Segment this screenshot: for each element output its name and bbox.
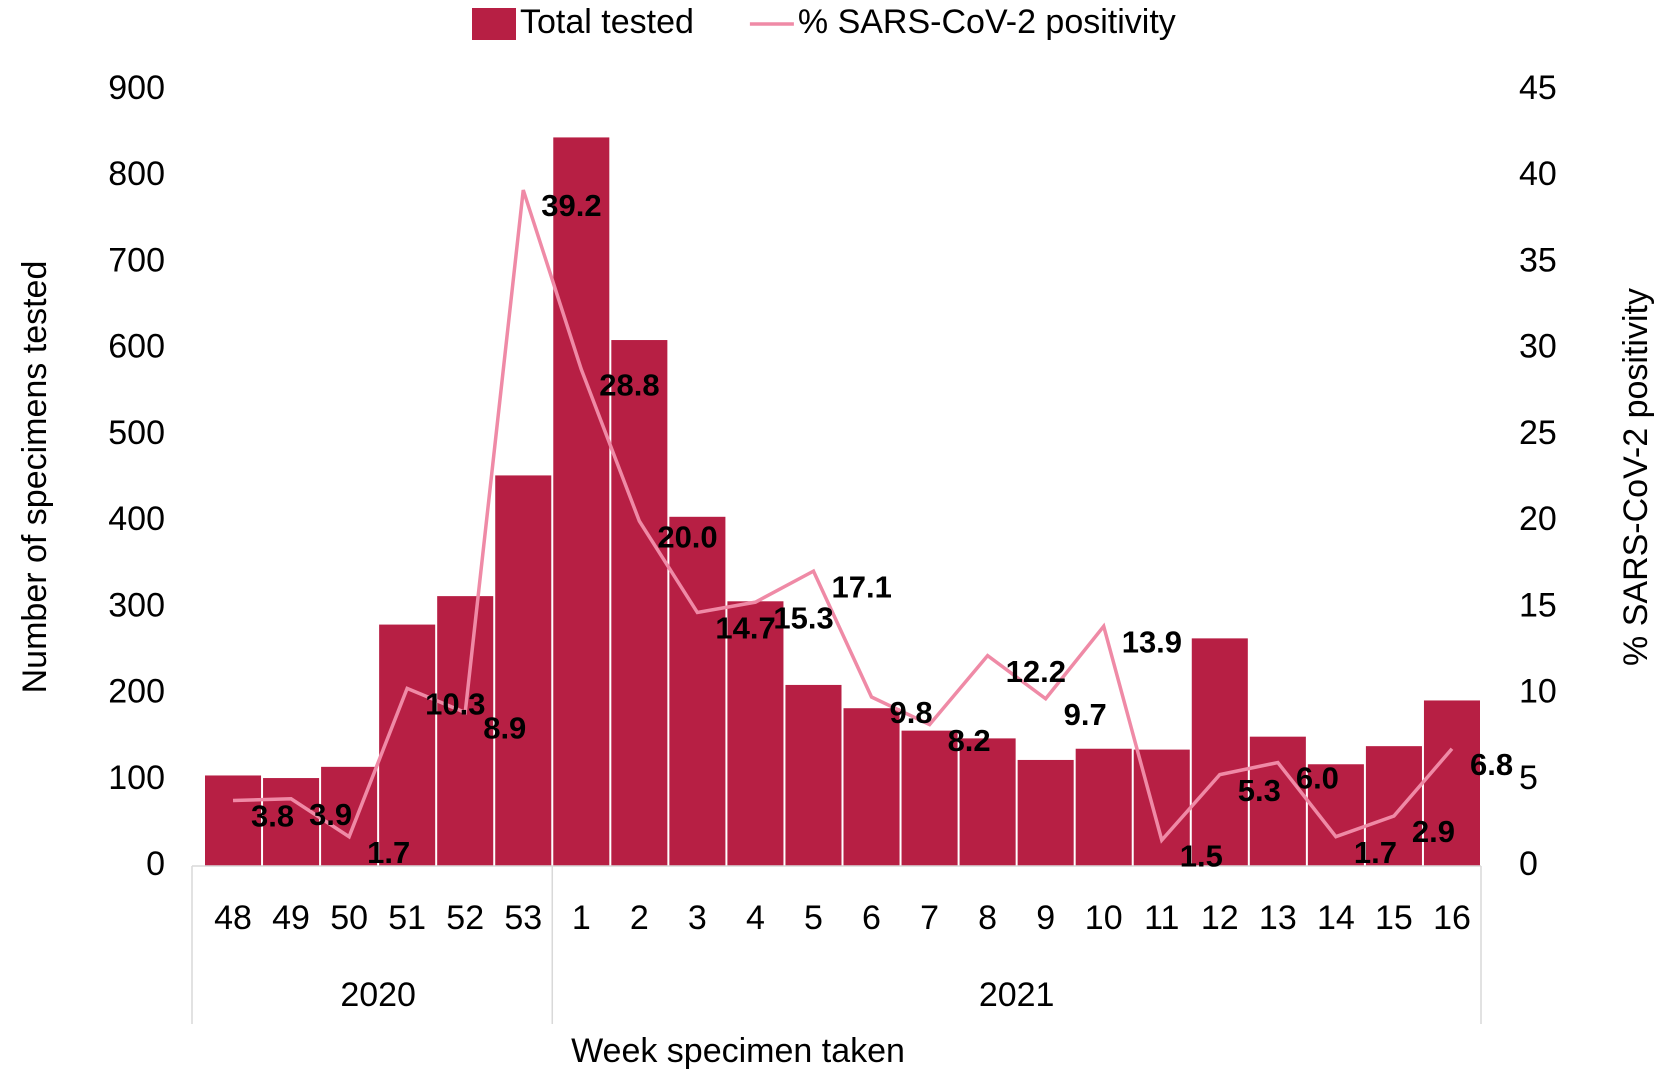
y-tick-label: 0 xyxy=(146,845,165,883)
data-label: 17.1 xyxy=(831,569,891,604)
bar xyxy=(843,708,900,866)
data-label: 3.8 xyxy=(251,799,294,834)
x-axis-title: Week specimen taken xyxy=(571,1032,905,1070)
y2-tick-label: 0 xyxy=(1519,845,1538,883)
x-tick-label: 11 xyxy=(1144,899,1179,937)
bar xyxy=(1017,759,1074,866)
data-label: 6.0 xyxy=(1296,761,1339,796)
y-tick-label: 300 xyxy=(108,586,165,624)
y2-tick-label: 10 xyxy=(1519,673,1557,711)
data-label: 13.9 xyxy=(1122,624,1182,659)
x-tick-label: 50 xyxy=(330,899,368,937)
data-label: 15.3 xyxy=(773,600,833,635)
line xyxy=(232,189,1454,844)
x-tick-label: 49 xyxy=(272,899,310,937)
x-tick-label: 2 xyxy=(630,899,649,937)
bar xyxy=(437,596,494,866)
y2-tick-label: 40 xyxy=(1519,155,1557,193)
y2-axis-title: % SARS-CoV-2 positivity xyxy=(1617,288,1655,666)
data-label: 9.7 xyxy=(1064,697,1107,732)
data-label: 10.3 xyxy=(425,687,485,722)
x-tick-label: 15 xyxy=(1375,899,1413,937)
y2-tick-label: 45 xyxy=(1519,69,1557,107)
bar xyxy=(1075,748,1132,866)
x-tick-label: 8 xyxy=(978,899,997,937)
x-tick-label: 6 xyxy=(862,899,881,937)
bar xyxy=(611,340,668,866)
data-label: 1.5 xyxy=(1180,838,1223,873)
bar xyxy=(1423,700,1480,866)
x-tick-label: 13 xyxy=(1259,899,1297,937)
bar xyxy=(901,730,958,866)
data-label: 28.8 xyxy=(599,368,659,403)
legend-swatch xyxy=(472,8,516,40)
data-label: 8.9 xyxy=(483,711,526,746)
x-tick-label: 10 xyxy=(1085,899,1123,937)
y-tick-label: 100 xyxy=(108,759,165,797)
bar xyxy=(959,738,1016,866)
y2-tick-label: 25 xyxy=(1519,414,1557,452)
data-label: 20.0 xyxy=(657,519,717,554)
x-tick-label: 7 xyxy=(920,899,939,937)
bar xyxy=(495,475,552,866)
y-axis-title: Number of specimens tested xyxy=(16,261,54,694)
x-tick-label: 4 xyxy=(746,899,765,937)
y-tick-label: 900 xyxy=(108,69,165,107)
x-tick-label: 12 xyxy=(1201,899,1239,937)
group-label: 2020 xyxy=(340,976,416,1014)
y2-tick-label: 20 xyxy=(1519,500,1557,538)
y2-tick-label: 35 xyxy=(1519,241,1557,279)
x-tick-label: 14 xyxy=(1317,899,1355,937)
data-label: 2.9 xyxy=(1412,814,1455,849)
data-label: 1.7 xyxy=(367,835,410,870)
data-label: 8.2 xyxy=(948,723,991,758)
bar xyxy=(727,601,784,866)
bar xyxy=(263,778,320,866)
legend-label: % SARS-CoV-2 positivity xyxy=(798,3,1176,41)
legend-label: Total tested xyxy=(520,3,694,41)
y-tick-label: 700 xyxy=(108,241,165,279)
y-tick-label: 400 xyxy=(108,500,165,538)
y-tick-label: 600 xyxy=(108,328,165,366)
y-tick-label: 200 xyxy=(108,673,165,711)
data-label: 39.2 xyxy=(541,188,601,223)
x-tick-label: 52 xyxy=(446,899,484,937)
data-label: 14.7 xyxy=(715,611,775,646)
bar xyxy=(785,684,842,866)
data-label: 3.9 xyxy=(309,797,352,832)
y2-tick-label: 15 xyxy=(1519,586,1557,624)
x-tick-label: 53 xyxy=(504,899,542,937)
bar xyxy=(669,516,726,866)
data-label: 9.8 xyxy=(890,695,933,730)
x-tick-label: 51 xyxy=(388,899,426,937)
bar xyxy=(379,624,436,866)
y-tick-label: 500 xyxy=(108,414,165,452)
bar xyxy=(205,775,262,866)
data-label: 5.3 xyxy=(1238,773,1281,808)
data-label: 1.7 xyxy=(1354,835,1397,870)
data-label: 6.8 xyxy=(1470,747,1513,782)
x-tick-label: 5 xyxy=(804,899,823,937)
bar xyxy=(1249,736,1306,866)
x-tick-label: 48 xyxy=(214,899,252,937)
bar xyxy=(553,137,610,866)
x-tick-label: 1 xyxy=(572,899,591,937)
y-tick-label: 800 xyxy=(108,155,165,193)
data-label: 12.2 xyxy=(1006,654,1066,689)
x-tick-label: 3 xyxy=(688,899,707,937)
x-tick-label: 9 xyxy=(1036,899,1055,937)
bar xyxy=(1365,746,1422,866)
group-label: 2021 xyxy=(979,976,1055,1014)
y2-tick-label: 30 xyxy=(1519,328,1557,366)
bar xyxy=(321,766,378,866)
x-tick-label: 16 xyxy=(1433,899,1471,937)
bar xyxy=(1191,638,1248,866)
y2-tick-label: 5 xyxy=(1519,759,1538,797)
